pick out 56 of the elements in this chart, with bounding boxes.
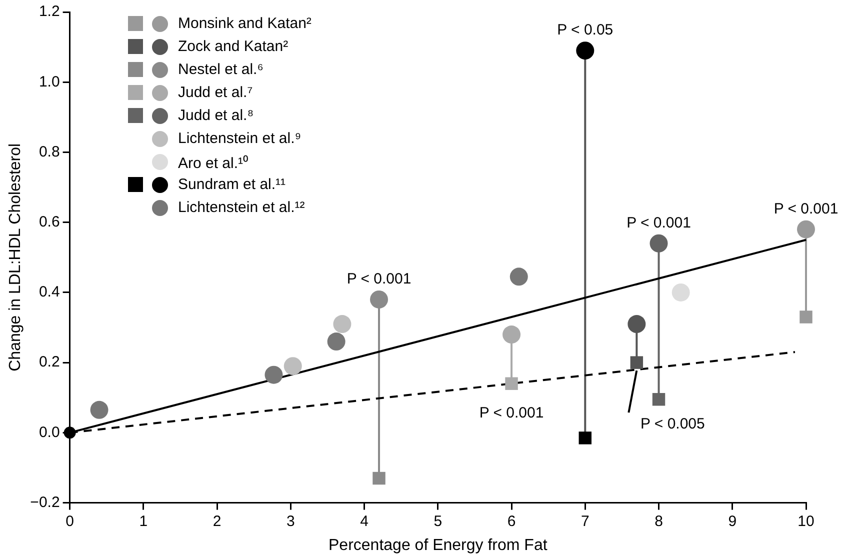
annotation: P < 0.05 [557,22,614,39]
point [578,432,592,444]
point [800,310,812,324]
legend-label: Lichtenstein et al.⁹ [178,130,302,147]
y-tick-label: 1.0 [38,73,60,90]
legend-label: Judd et al.⁸ [178,107,254,124]
point [797,220,815,238]
x-tick-label: 5 [434,512,442,530]
point [502,326,521,344]
y-tick-label: −0.2 [30,494,60,511]
point [650,234,668,252]
y-axis-title: Change in LDL:HDL Cholesterol [7,143,24,372]
point [505,377,518,390]
annotation: P < 0.001 [626,214,691,232]
annotation: P < 0.005 [640,416,705,433]
y-tick-label: 0.0 [38,424,60,441]
point [576,42,594,60]
x-tick-label: 7 [580,512,590,530]
y-tick-label: 0.4 [38,284,60,301]
y-tick-label: 0.8 [38,143,60,160]
x-axis-title: Percentage of Energy from Fat [328,536,548,554]
legend-label: Aro et al.¹⁰ [178,154,248,172]
point [264,366,283,384]
y-tick-label: 0.6 [38,213,60,230]
x-tick-label: 0 [66,512,74,530]
legend-label: Lichtenstein et al.¹² [178,199,305,216]
x-tick-label: 1 [139,512,148,530]
annotation: P < 0.001 [774,200,838,218]
x-tick-label: 4 [360,512,368,530]
x-tick-label: 10 [798,512,814,530]
point [327,332,346,351]
point [630,356,644,369]
point [628,315,646,334]
point [510,268,528,286]
point [672,283,690,302]
annotation: P < 0.001 [479,404,544,422]
legend-label: Nestel et al.⁶ [178,61,264,78]
annotation: P < 0.001 [346,270,412,288]
x-tick-label: 3 [286,512,295,530]
point [90,400,108,419]
legend-label: Sundram et al.¹¹ [178,176,286,193]
point [333,315,352,334]
x-tick-label: 9 [728,512,737,530]
point [370,290,388,308]
x-tick-label: 8 [654,512,663,530]
x-tick-label: 6 [507,512,516,530]
point [372,472,386,485]
legend-label: Monsink and Katan² [178,15,312,32]
y-tick-label: 0.2 [38,354,60,371]
point [64,426,76,439]
legend-label: Zock and Katan² [178,38,288,55]
legend-label: Judd et al.⁷ [178,84,253,101]
point [652,393,666,406]
y-tick-label: 1.2 [38,3,60,20]
x-tick-label: 2 [212,512,222,530]
point [284,357,302,376]
